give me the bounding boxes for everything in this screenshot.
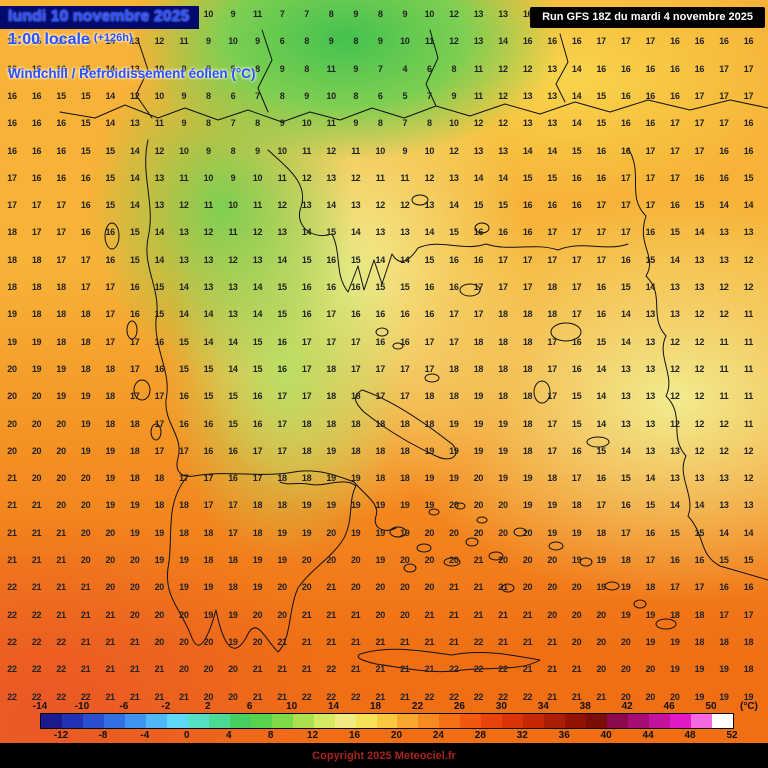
legend-cell <box>397 714 419 728</box>
legend-tick: 30 <box>495 701 507 712</box>
variable-title: Windchill / Refroidissement éolien (°C) <box>8 66 256 81</box>
legend-tick: -4 <box>140 730 150 741</box>
legend-tick: 40 <box>600 730 612 741</box>
legend-cell <box>145 714 167 728</box>
legend-tick: 42 <box>621 701 633 712</box>
legend-tick: -6 <box>119 701 129 712</box>
legend-cell <box>82 714 104 728</box>
legend-cell <box>565 714 587 728</box>
legend-cell <box>628 714 650 728</box>
legend-tick: 44 <box>642 730 654 741</box>
legend-cell <box>208 714 230 728</box>
legend-top-ticks: (°C) -14 -10 -6 -2 2 6 10 14 18 22 26 30 34 38 42 46 50 <box>33 701 758 713</box>
footer-bar: Copyright 2025 Meteociel.fr <box>0 743 768 768</box>
legend-cell <box>229 714 251 728</box>
legend-tick: 34 <box>537 701 549 712</box>
valid-time: 1:00 locale (+126h) <box>8 31 133 49</box>
legend-tick: -2 <box>161 701 171 712</box>
legend-tick: 32 <box>516 730 528 741</box>
legend-tick: 46 <box>663 701 675 712</box>
local-time-label: 1:00 locale <box>8 31 90 48</box>
legend-cell <box>460 714 482 728</box>
legend-cell <box>103 714 125 728</box>
unit-label: (°C) <box>740 701 758 712</box>
legend-cell <box>271 714 293 728</box>
legend-tick: 12 <box>307 730 319 741</box>
legend-tick: 24 <box>432 730 444 741</box>
legend-cell <box>355 714 377 728</box>
legend-tick: 38 <box>579 701 591 712</box>
legend-cell <box>712 714 733 728</box>
legend-tick: 20 <box>390 730 403 741</box>
legend-tick: -10 <box>74 701 90 712</box>
legend-cell <box>481 714 503 728</box>
date-title: lundi 10 novembre 2025 <box>0 6 200 29</box>
legend-tick: 50 <box>705 701 717 712</box>
legend-cell <box>439 714 461 728</box>
legend-cell <box>124 714 146 728</box>
legend-tick: 28 <box>474 730 486 741</box>
legend-tick: 52 <box>726 730 738 741</box>
legend-cell <box>334 714 356 728</box>
legend-cell <box>292 714 314 728</box>
legend-cell <box>523 714 545 728</box>
legend-cell <box>41 714 62 728</box>
color-scale-legend: (°C) -14 -10 -6 -2 2 6 10 14 18 22 26 30 34 38 42 46 50 … <box>0 701 768 768</box>
legend-cell <box>544 714 566 728</box>
legend-cell <box>376 714 398 728</box>
legend-tick: 48 <box>684 730 696 741</box>
legend-tick: 2 <box>204 701 211 712</box>
legend-cell <box>313 714 335 728</box>
legend-tick: -14 <box>32 701 48 712</box>
legend-cell <box>649 714 671 728</box>
copyright-text: Copyright 2025 Meteociel.fr <box>312 749 456 762</box>
legend-tick: 8 <box>267 730 274 741</box>
legend-cell <box>586 714 608 728</box>
legend-tick: 16 <box>348 730 361 741</box>
legend-cell <box>607 714 629 728</box>
legend-tick: 0 <box>184 730 190 741</box>
legend-cell <box>250 714 272 728</box>
legend-cell <box>166 714 188 728</box>
legend-cell <box>61 714 83 728</box>
legend-tick: -12 <box>53 730 69 741</box>
legend-cell <box>691 714 712 728</box>
model-run-info: Run GFS 18Z du mardi 4 novembre 2025 <box>530 7 765 28</box>
legend-bottom-ticks: -12 -8 -4 0 4 8 12 16 20 24 28 32 36 40 44 48 52 <box>40 729 738 742</box>
legend-cell <box>502 714 524 728</box>
legend-tick: 18 <box>369 701 382 712</box>
forecast-offset: (+126h) <box>93 32 133 44</box>
legend-tick: 4 <box>225 730 232 741</box>
legend-tick: 36 <box>558 730 570 741</box>
legend-cell <box>187 714 209 728</box>
legend-tick: 10 <box>286 701 298 712</box>
legend-tick: 22 <box>411 701 424 712</box>
legend-cell <box>670 714 692 728</box>
legend-tick: 14 <box>328 701 340 712</box>
legend-cell <box>418 714 440 728</box>
legend-tick: 6 <box>246 701 253 712</box>
legend-tick: -8 <box>98 730 108 741</box>
legend-color-bar <box>40 713 734 729</box>
legend-tick: 26 <box>453 701 465 712</box>
